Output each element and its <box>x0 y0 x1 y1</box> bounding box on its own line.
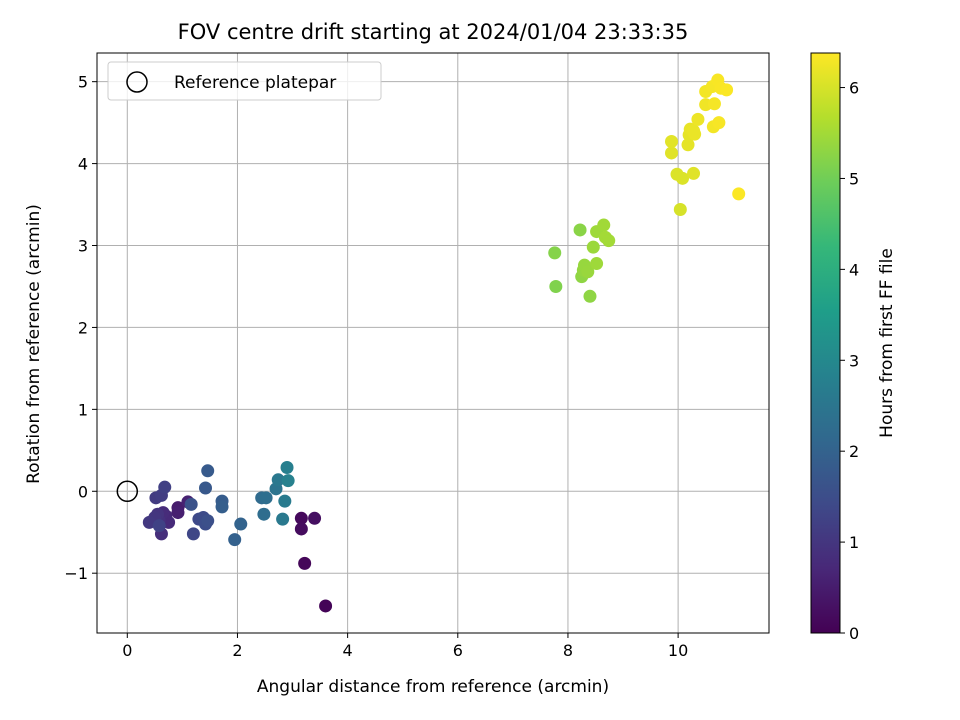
legend-box <box>107 61 382 101</box>
data-point <box>278 494 292 508</box>
data-point <box>294 511 308 525</box>
reference-marker <box>116 480 139 503</box>
y-tick-label: −1 <box>64 564 88 583</box>
data-point <box>294 522 308 536</box>
data-point <box>712 116 726 130</box>
data-point <box>681 138 695 152</box>
data-point <box>308 511 322 525</box>
x-tick-label: 4 <box>343 641 353 660</box>
colorbar-tick-label: 2 <box>849 442 859 461</box>
data-point <box>597 218 611 232</box>
data-point <box>720 83 734 97</box>
data-point <box>259 491 273 505</box>
data-point <box>590 257 604 271</box>
data-point <box>665 146 679 160</box>
data-point <box>549 279 563 293</box>
colorbar-tick-label: 4 <box>849 260 859 279</box>
data-point <box>234 517 248 531</box>
data-point <box>691 112 705 126</box>
y-tick-label: 1 <box>78 400 88 419</box>
y-tick-label: 0 <box>78 482 88 501</box>
data-point <box>602 234 616 248</box>
grid <box>97 53 769 633</box>
data-point <box>665 134 679 148</box>
data-point <box>670 167 684 181</box>
data-point <box>319 599 333 613</box>
data-point <box>158 480 172 494</box>
data-point <box>271 473 285 487</box>
data-point <box>583 289 597 303</box>
colorbar-label: Hours from first FF file <box>877 248 897 438</box>
x-tick-label: 0 <box>122 641 132 660</box>
data-point <box>586 240 600 254</box>
plot-frame <box>96 52 770 634</box>
data-point <box>276 512 290 526</box>
legend-marker <box>126 71 148 93</box>
data-point <box>186 527 200 541</box>
colorbar-tick-label: 6 <box>849 79 859 98</box>
legend-entry-reference: Reference platepar <box>174 73 336 93</box>
data-point <box>142 515 156 529</box>
data-point <box>201 464 215 478</box>
colorbar-ticks: 0 1 2 3 4 5 6 <box>840 79 859 643</box>
data-point <box>687 166 701 180</box>
y-tick-label: 2 <box>78 318 88 337</box>
y-tick-label: 4 <box>78 155 88 174</box>
x-tick-label: 10 <box>668 641 688 660</box>
colorbar-tick-label: 5 <box>849 169 859 188</box>
x-tick-label: 2 <box>232 641 242 660</box>
data-point <box>199 481 213 495</box>
data-point <box>573 223 587 237</box>
data-point <box>688 127 702 141</box>
data-point <box>548 246 562 260</box>
data-point <box>673 202 687 216</box>
data-points <box>116 73 746 613</box>
data-point <box>280 461 294 475</box>
axes: 0 2 4 6 8 10 −1 0 1 2 3 4 5 <box>64 52 770 660</box>
data-point <box>581 265 595 279</box>
data-point <box>215 500 229 514</box>
x-axis-label: Angular distance from reference (arcmin) <box>257 677 609 697</box>
x-tick-label: 8 <box>563 641 573 660</box>
colorbar: 0 1 2 3 4 5 6 Hours from first FF file <box>810 52 897 643</box>
data-point <box>707 97 721 111</box>
colorbar-tick-label: 0 <box>849 624 859 643</box>
data-point <box>257 507 271 521</box>
data-point <box>281 474 295 488</box>
data-point <box>201 514 215 528</box>
colorbar-tick-label: 1 <box>849 533 859 552</box>
data-point <box>732 187 746 201</box>
data-point <box>228 533 242 547</box>
x-tick-label: 6 <box>453 641 463 660</box>
data-point <box>298 556 312 570</box>
chart-title: FOV centre drift starting at 2024/01/04 … <box>178 20 689 44</box>
colorbar-tick-label: 3 <box>849 351 859 370</box>
colorbar-gradient <box>810 52 841 634</box>
y-tick-label: 5 <box>78 73 88 92</box>
data-point <box>171 506 185 520</box>
data-point <box>152 519 166 533</box>
data-point <box>184 497 198 511</box>
y-tick-label: 3 <box>78 237 88 256</box>
legend: Reference platepar <box>107 61 382 101</box>
y-axis-label: Rotation from reference (arcmin) <box>24 204 44 484</box>
